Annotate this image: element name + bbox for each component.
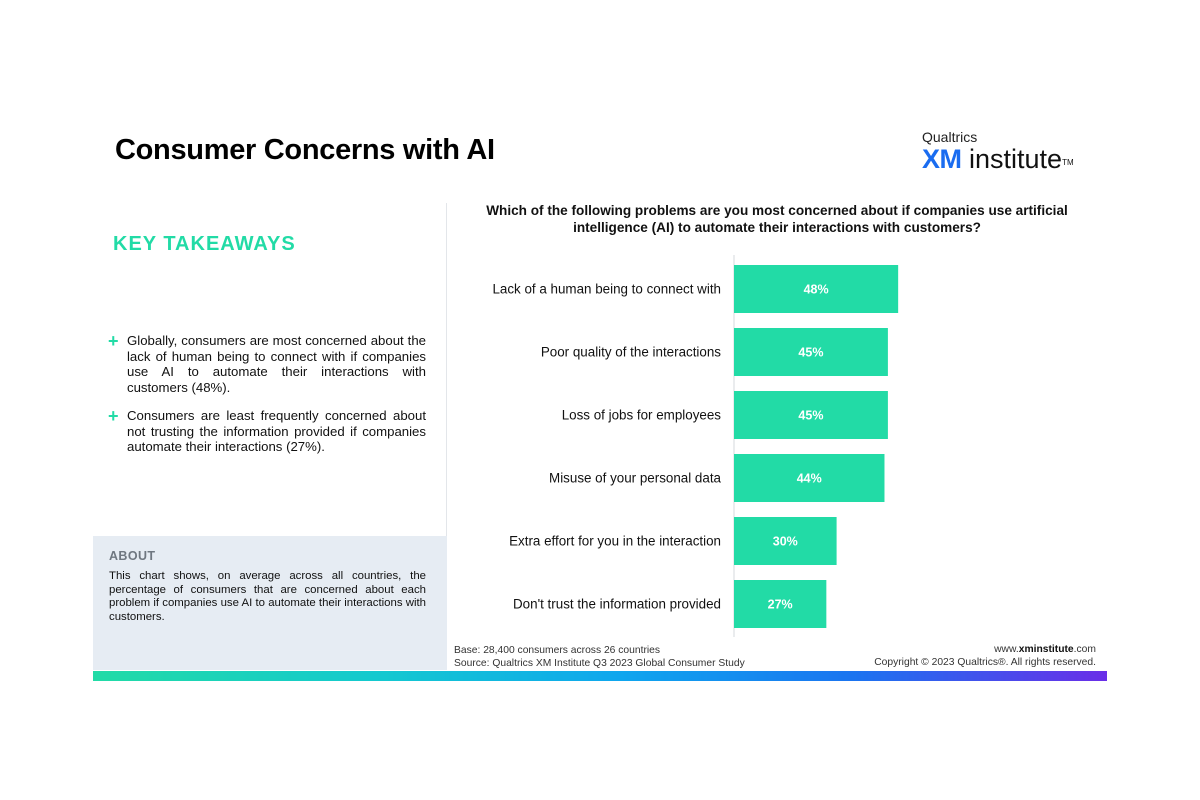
logo-institute-text: institute: [969, 144, 1063, 174]
bar: [734, 454, 885, 502]
category-label: Lack of a human being to connect with: [492, 282, 721, 297]
bar-value-label: 45%: [798, 409, 823, 423]
footer-right: www.xminstitute.com Copyright © 2023 Qua…: [874, 643, 1096, 669]
key-takeaways-heading: KEY TAKEAWAYS: [113, 233, 296, 255]
plus-icon: +: [108, 406, 119, 426]
category-label: Loss of jobs for employees: [562, 408, 722, 423]
category-label: Don't trust the information provided: [513, 597, 721, 612]
about-panel: ABOUT This chart shows, on average acros…: [93, 536, 447, 670]
logo-trademark: TM: [1062, 158, 1074, 167]
chart-footnote: Base: 28,400 consumers across 26 countri…: [454, 645, 745, 670]
bar-value-label: 27%: [768, 598, 793, 612]
bar-chart: Lack of a human being to connect with 48%…: [492, 255, 899, 637]
category-label: Extra effort for you in the interaction: [509, 534, 721, 549]
url-prefix: www.: [994, 644, 1019, 655]
bar-value-label: 48%: [804, 283, 829, 297]
logo-qualtrics-text: Qualtrics: [922, 129, 978, 145]
base-note: Base: 28,400 consumers across 26 countri…: [454, 645, 661, 656]
takeaway-text: Globally, consumers are most concerned a…: [127, 333, 426, 395]
bar-value-label: 45%: [798, 346, 823, 360]
url-domain: xminstitute: [1018, 644, 1074, 655]
bar: [734, 328, 888, 376]
category-label: Poor quality of the interactions: [541, 345, 721, 360]
bar-value-label: 30%: [773, 535, 798, 549]
vertical-divider: [446, 203, 447, 668]
xm-institute-logo: Qualtrics XM instituteTM: [922, 130, 1092, 174]
gradient-footer-bar: [93, 671, 1107, 681]
bar-value-label: 44%: [797, 472, 822, 486]
takeaway-text: Consumers are least frequently concerned…: [127, 408, 426, 454]
source-note: Source: Qualtrics XM Institute Q3 2023 G…: [454, 657, 745, 669]
url-suffix: .com: [1073, 644, 1096, 655]
takeaways-list: + Globally, consumers are most concerned…: [108, 331, 426, 468]
takeaway-item: + Consumers are least frequently concern…: [108, 406, 426, 455]
chart-title: Which of the following problems are you …: [486, 203, 1068, 235]
plus-icon: +: [108, 331, 119, 351]
about-text: This chart shows, on average across all …: [109, 570, 426, 623]
bar: [734, 391, 888, 439]
website-link[interactable]: www.xminstitute.com: [874, 643, 1096, 656]
copyright-text: Copyright © 2023 Qualtrics®. All rights …: [874, 657, 1096, 668]
bar: [734, 517, 837, 565]
logo-xm-text: XM: [922, 144, 962, 174]
page-title: Consumer Concerns with AI: [115, 134, 495, 166]
bar: [734, 265, 899, 313]
bar: [734, 580, 827, 628]
category-label: Misuse of your personal data: [549, 471, 721, 486]
logo-wordmark: XM instituteTM: [922, 144, 1092, 174]
takeaway-item: + Globally, consumers are most concerned…: [108, 331, 426, 395]
about-heading: ABOUT: [109, 549, 156, 563]
